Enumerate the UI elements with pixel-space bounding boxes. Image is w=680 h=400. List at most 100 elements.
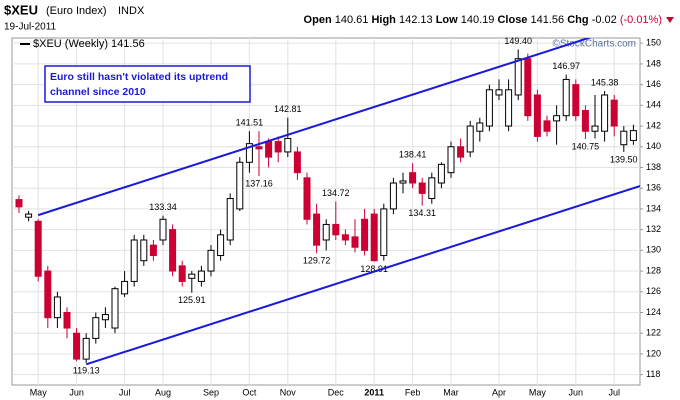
candle-body (34, 220, 42, 277)
candle-body (380, 208, 388, 257)
candle-body (409, 172, 417, 184)
candle-body (207, 249, 215, 272)
x-tick-label: Oct (242, 387, 257, 397)
y-tick-label: 126 (646, 286, 661, 296)
x-tick-label: Dec (328, 387, 345, 397)
candle-body (236, 161, 244, 210)
candle-body (495, 89, 503, 96)
x-tick-label: Apr (492, 387, 506, 397)
candle-body (169, 229, 177, 272)
candle-body (351, 236, 359, 248)
low-label: 129.72 (303, 256, 331, 266)
change-pct: (-0.01%) (620, 14, 662, 26)
candle-body (428, 177, 436, 200)
x-tick-label: Mar (443, 387, 459, 397)
quote: Open 140.61 High 142.13 Low 140.19 Close… (304, 14, 662, 26)
candle-body (581, 110, 589, 132)
candle-body (53, 296, 61, 319)
low-label: 137.16 (245, 179, 273, 189)
candle-body (610, 99, 618, 127)
candle-body (418, 182, 426, 194)
high-value: 142.13 (399, 14, 433, 26)
high-label: 142.81 (274, 104, 302, 114)
y-tick-label: 136 (646, 183, 661, 193)
candle-body (399, 180, 407, 184)
x-tick-label: May (529, 387, 547, 397)
x-tick-label: Sep (203, 387, 219, 397)
legend-value: 141.56 (111, 38, 145, 50)
x-tick-label: Jul (608, 387, 620, 397)
y-tick-label: 124 (646, 307, 661, 317)
x-tick-label: Aug (155, 387, 171, 397)
candle-body (130, 239, 138, 282)
chart-title: $XEU (4, 2, 38, 17)
annotation-box (44, 65, 251, 103)
y-tick-label: 120 (646, 348, 661, 358)
candle-body (92, 317, 100, 339)
x-tick-label: Jul (119, 387, 131, 397)
y-tick-label: 144 (646, 100, 661, 110)
candle-body (274, 141, 282, 153)
x-tick-label: Jun (69, 387, 84, 397)
close-value: 141.56 (531, 14, 565, 26)
open-label: Open (304, 14, 332, 26)
high-label: 133.34 (149, 202, 177, 212)
candle-body (245, 143, 253, 163)
y-tick-label: 122 (646, 328, 661, 338)
low-value: 140.19 (461, 14, 495, 26)
change-label: Chg (567, 14, 588, 26)
y-tick-label: 140 (646, 141, 661, 151)
candle-body (121, 280, 129, 295)
high-label: 138.41 (399, 150, 427, 160)
low-label: 134.31 (408, 208, 436, 218)
high-label: 141.51 (236, 117, 264, 127)
y-tick-label: 146 (646, 79, 661, 89)
candle-body (572, 84, 580, 117)
candle-body (284, 137, 292, 153)
candle-body (543, 120, 551, 132)
close-label: Close (497, 14, 527, 26)
candle-body (553, 115, 561, 122)
legend: $XEU (Weekly) 141.56 (33, 38, 145, 50)
date: 19-Jul-2011 (4, 22, 57, 33)
y-tick-label: 138 (646, 162, 661, 172)
candle-body (389, 182, 397, 210)
copyright: ©StockCharts.com (552, 39, 636, 50)
low-label: 140.75 (572, 141, 600, 151)
candle-body (447, 146, 455, 174)
candle-body (265, 141, 273, 158)
low-label: 125.91 (178, 295, 206, 305)
x-tick-label: Nov (280, 387, 297, 397)
high-label: 149.40 (504, 36, 532, 46)
trendline (85, 185, 640, 366)
candle-body (485, 89, 493, 127)
candle-body (629, 130, 637, 141)
y-tick-label: 148 (646, 58, 661, 68)
low-label: 119.13 (73, 365, 100, 375)
high-label: High (371, 14, 396, 26)
y-tick-label: 128 (646, 265, 661, 275)
y-tick-label: 132 (646, 224, 661, 234)
trendline (37, 38, 592, 217)
candle-body (255, 146, 263, 150)
high-label: 145.38 (591, 77, 619, 87)
x-tick-label: Feb (405, 387, 421, 397)
candle-body (63, 311, 71, 329)
low-label: 139.50 (610, 154, 638, 164)
low-label: 128.91 (360, 264, 388, 274)
low-label: Low (436, 14, 458, 26)
candle-body (601, 94, 609, 132)
candle-body (514, 58, 522, 96)
candle-body (44, 270, 52, 319)
legend-name: $XEU (Weekly) (33, 38, 108, 50)
candle-body (591, 125, 599, 132)
candle-body (620, 130, 628, 146)
candle-body (437, 163, 445, 184)
candle-body (293, 151, 301, 174)
candle-body (101, 314, 109, 321)
candle-body (332, 223, 340, 236)
subtitle: (Euro Index) (46, 5, 107, 17)
candle-body (111, 288, 119, 329)
candle-body (73, 332, 81, 360)
